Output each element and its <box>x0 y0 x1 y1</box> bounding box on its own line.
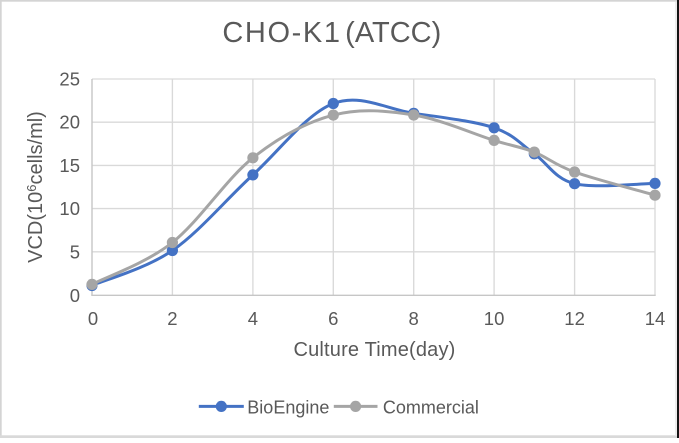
svg-text:5: 5 <box>70 241 80 262</box>
svg-text:8: 8 <box>409 308 419 329</box>
svg-text:14: 14 <box>645 308 666 329</box>
svg-text:BioEngine: BioEngine <box>247 397 329 417</box>
svg-text:6: 6 <box>328 308 338 329</box>
svg-text:0: 0 <box>88 308 98 329</box>
svg-text:VCD(106cells/ml): VCD(106cells/ml) <box>24 111 47 263</box>
svg-text:CHO-K1(ATCC): CHO-K1 (ATCC) <box>222 17 441 49</box>
svg-text:0: 0 <box>70 285 80 306</box>
svg-text:Culture Time(day): Culture Time(day) <box>294 339 456 361</box>
svg-text:25: 25 <box>59 69 80 90</box>
svg-text:4: 4 <box>248 308 258 329</box>
svg-text:10: 10 <box>59 198 80 219</box>
svg-text:12: 12 <box>564 308 585 329</box>
svg-text:Commercial: Commercial <box>383 397 479 417</box>
svg-text:20: 20 <box>59 112 80 133</box>
svg-text:2: 2 <box>167 308 177 329</box>
svg-text:15: 15 <box>59 155 80 176</box>
svg-text:10: 10 <box>484 308 505 329</box>
